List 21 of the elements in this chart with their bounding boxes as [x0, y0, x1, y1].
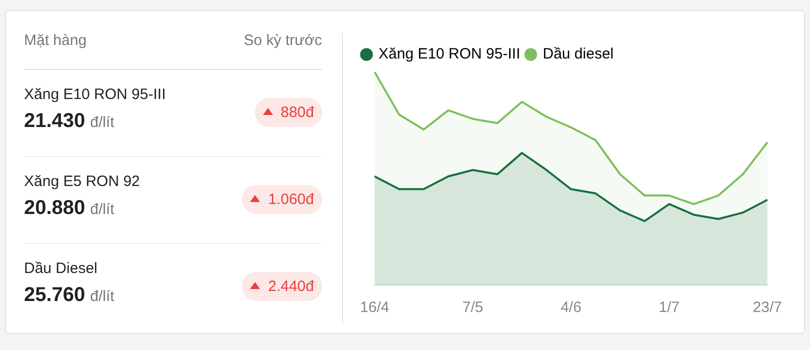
data-label: 1.060đ — [242, 185, 322, 214]
category-label: Xăng E10 RON 95-III — [24, 86, 166, 103]
data-label: 2.440đ — [242, 272, 322, 301]
x-tick-label: 7/5 — [462, 299, 484, 316]
x-tick-label: 1/7 — [658, 299, 680, 316]
text: đ/lít — [90, 288, 114, 305]
data-label: 20.880 — [24, 197, 86, 219]
x-tick-label: 23/7 — [752, 299, 782, 316]
legend-label: Dầu diesel — [542, 46, 614, 63]
x-tick-label: 4/6 — [560, 299, 582, 316]
category-label: Xăng E5 RON 92 — [24, 173, 140, 190]
text: đ/lít — [90, 114, 114, 131]
data-label: 21.430 — [24, 110, 86, 132]
data-label: 25.760 — [24, 284, 86, 306]
legend-label: Xăng E10 RON 95-III — [378, 46, 520, 63]
x-tick-label: 16/4 — [360, 299, 390, 316]
text: So kỳ trước — [244, 32, 322, 48]
text: đ/lít — [90, 201, 114, 218]
text: Mặt hàng — [24, 32, 87, 48]
data-label: 880đ — [254, 98, 322, 127]
category-label: Dầu Diesel — [24, 260, 98, 277]
